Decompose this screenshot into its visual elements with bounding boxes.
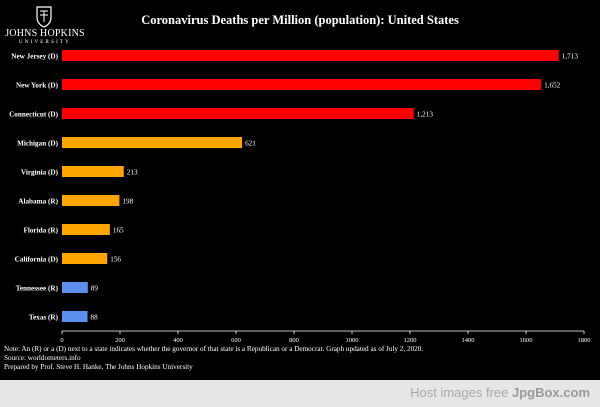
credit-line: Prepared by Prof. Steve H. Hanke, The Jo… <box>4 363 193 371</box>
x-tick-label: 1800 <box>578 337 591 344</box>
chart-title: Coronavirus Deaths per Million (populati… <box>141 13 459 27</box>
data-label: 89 <box>91 285 99 293</box>
footer-brand: JpgBox.com <box>511 385 590 400</box>
bar <box>62 50 559 61</box>
data-label: 165 <box>113 227 124 235</box>
logo-subtitle: UNIVERSITY <box>19 40 71 45</box>
note-line: Note: An (R) or a (D) next to a state in… <box>4 345 424 353</box>
category-label: Florida (R) <box>23 227 58 235</box>
footer-prefix: Host images free <box>410 385 512 400</box>
university-logo: JOHNS HOPKINS UNIVERSITY <box>5 6 125 46</box>
category-label: Connecticut (D) <box>9 111 59 119</box>
x-tick-label: 1000 <box>346 337 359 344</box>
x-tick-label: 1400 <box>462 337 475 344</box>
chart-panel: JOHNS HOPKINS UNIVERSITY Coronavirus Dea… <box>0 0 600 380</box>
data-label: 213 <box>127 169 138 177</box>
chart-notes: Note: An (R) or a (D) next to a state in… <box>4 345 423 372</box>
data-label: 198 <box>122 198 133 206</box>
bar <box>62 79 542 90</box>
category-label: Texas (R) <box>29 314 59 322</box>
logo-name: JOHNS HOPKINS <box>5 28 85 39</box>
data-label: 156 <box>110 256 121 264</box>
bar <box>62 166 124 177</box>
x-tick-label: 0 <box>60 337 63 344</box>
shield-icon <box>36 6 52 28</box>
source-line: Source: worldometers.info <box>4 354 81 362</box>
category-label: New Jersey (D) <box>11 53 58 61</box>
data-label: 1,213 <box>417 111 434 119</box>
bar <box>62 108 414 119</box>
host-footer: Host images free JpgBox.com <box>0 380 600 407</box>
data-label: 621 <box>245 140 256 148</box>
category-label: California (D) <box>15 256 59 264</box>
x-tick-label: 200 <box>115 337 125 344</box>
category-label: Alabama (R) <box>18 198 58 206</box>
data-label: 88 <box>91 314 99 322</box>
x-tick-label: 800 <box>289 337 299 344</box>
x-tick-label: 400 <box>173 337 183 344</box>
x-tick-label: 1600 <box>520 337 533 344</box>
bar <box>62 253 108 264</box>
bar <box>62 137 243 148</box>
x-tick-label: 600 <box>231 337 241 344</box>
category-label: New York (D) <box>16 82 59 90</box>
category-label: Tennessee (R) <box>16 285 59 293</box>
x-tick-label: 1200 <box>404 337 417 344</box>
bar <box>62 224 110 235</box>
bar-chart: New Jersey (D) 1,713 New York (D) 1,652 Conn… <box>9 50 591 344</box>
data-label: 1,652 <box>544 82 561 90</box>
data-label: 1,713 <box>562 53 579 61</box>
bar <box>62 311 88 322</box>
category-label: Michigan (D) <box>17 140 59 148</box>
host-footer-text[interactable]: Host images free JpgBox.com <box>410 385 590 400</box>
bar <box>62 195 120 206</box>
bar <box>62 282 88 293</box>
category-label: Virginia (D) <box>21 169 59 177</box>
